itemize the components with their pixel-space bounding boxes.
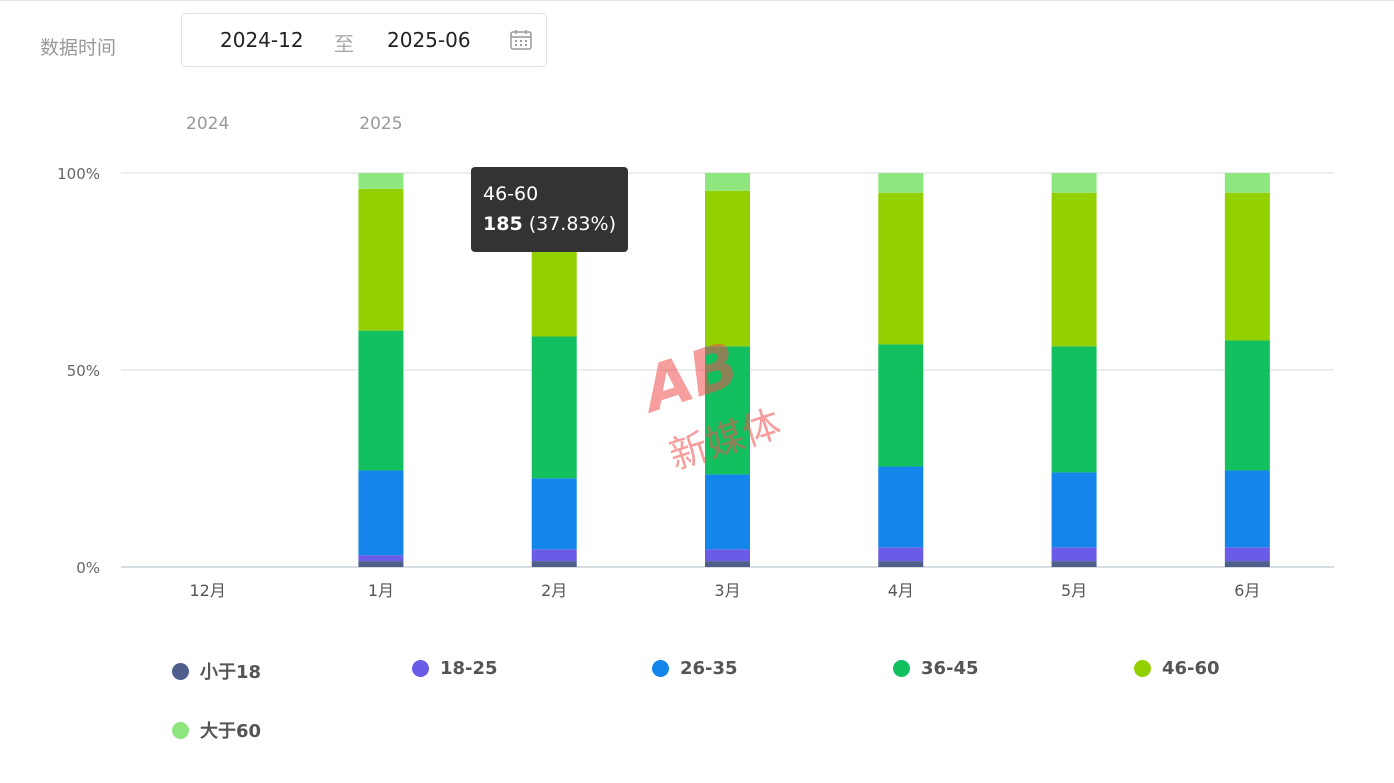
bar-segment [1224,547,1270,562]
x-tick-label: 12月 [189,581,225,600]
legend-dot [412,660,429,677]
bar-segment [878,173,924,193]
y-tick-label: 50% [67,362,100,380]
bar-segment [531,478,577,550]
bar-segment [705,549,750,562]
bar-segment [358,555,404,562]
legend-dot [893,660,910,677]
x-tick-label: 1月 [368,581,394,600]
year-label: 2025 [359,114,402,134]
bar-segment [531,336,577,479]
x-tick-label: 6月 [1234,581,1260,600]
bar-segment [1224,192,1270,341]
year-label: 2024 [186,114,229,134]
bar-segment [1051,192,1097,347]
date-range-picker[interactable]: 2024-12 至 2025-06 [181,13,547,67]
x-tick-label: 3月 [714,581,740,600]
legend-label: 36-45 [921,658,979,679]
bar-segment [358,470,404,556]
bar-segment [878,466,924,548]
bar-segment [1224,173,1270,193]
stacked-bar-chart: 0% 50% 100% 2024 2025 12月 1月 2月 3月 4月 5月 6月 [57,114,1334,600]
tooltip-value: 185 [483,213,523,235]
bar-segment [358,561,404,567]
tooltip-title: 46-60 [483,183,539,205]
date-separator: 至 [334,32,354,56]
bar-segment [878,561,924,567]
x-tick-label: 4月 [888,581,914,600]
date-start-input[interactable]: 2024-12 [220,28,304,52]
bar-segment [705,561,750,567]
bar-segment [1051,346,1097,473]
bar-segment [1224,561,1270,567]
legend-dot [652,660,669,677]
x-tick-label: 2月 [541,581,567,600]
bar-segment [1224,340,1270,471]
calendar-icon[interactable] [509,28,533,52]
legend-label: 26-35 [680,658,738,679]
legend-dot [1134,660,1151,677]
tooltip-percent: (37.83%) [528,213,616,235]
y-tick-label: 100% [57,165,100,183]
bar-segment [1051,173,1097,193]
legend-dot [172,721,189,739]
bar-segment [1051,561,1097,567]
bar-segment [358,330,404,471]
bar-segment [358,188,404,331]
bar-segment [1051,547,1097,562]
bar-segment [705,474,750,550]
bar-segment [1051,472,1097,548]
legend-item[interactable]: 小于18 [172,658,261,684]
legend-item[interactable]: 大于60 [172,717,261,743]
legend-item[interactable]: 36-45 [893,658,979,679]
top-divider [0,0,1394,1]
filter-label: 数据时间 [40,37,117,59]
bar-segment [531,549,577,562]
legend-label: 小于18 [200,662,262,683]
date-end-input[interactable]: 2025-06 [387,28,471,52]
legend-label: 大于60 [200,721,262,742]
bar-segment [705,173,750,191]
bar-segment [358,173,404,189]
bar-segment [878,344,924,467]
bar-segment [1224,470,1270,548]
x-tick-label: 5月 [1061,581,1087,600]
bar-segment [531,561,577,567]
bar-segment [878,192,924,345]
legend-label: 46-60 [1162,658,1220,679]
legend-item[interactable]: 18-25 [412,658,498,679]
legend-label: 18-25 [440,658,498,679]
legend-dot [172,662,189,680]
chart-tooltip: 46-60 185 (37.83%) [471,167,628,252]
legend-item[interactable]: 46-60 [1134,658,1220,679]
y-tick-label: 0% [76,559,100,577]
bar-segment [705,190,750,347]
legend-item[interactable]: 26-35 [652,658,738,679]
bar-segment [705,346,750,475]
bar-segment [878,547,924,562]
